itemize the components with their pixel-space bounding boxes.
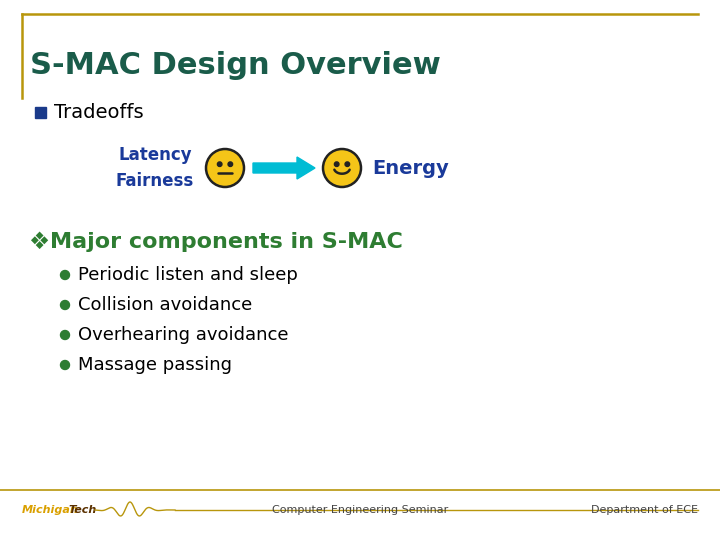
Circle shape	[60, 300, 70, 309]
Circle shape	[60, 271, 70, 280]
Text: ❖: ❖	[28, 230, 49, 254]
Bar	[35, 106, 46, 118]
Text: Tech: Tech	[68, 505, 96, 515]
Polygon shape	[253, 157, 315, 179]
Circle shape	[345, 162, 350, 166]
Text: Massage passing: Massage passing	[78, 356, 232, 374]
Text: Collision avoidance: Collision avoidance	[78, 296, 252, 314]
Text: Department of ECE: Department of ECE	[591, 505, 698, 515]
Circle shape	[60, 361, 70, 369]
Circle shape	[217, 162, 222, 166]
Text: Major components in S-MAC: Major components in S-MAC	[50, 232, 403, 252]
Text: Latency
Fairness: Latency Fairness	[116, 146, 194, 190]
Circle shape	[60, 330, 70, 340]
Text: S-MAC Design Overview: S-MAC Design Overview	[30, 51, 441, 79]
Circle shape	[323, 149, 361, 187]
Text: Overhearing avoidance: Overhearing avoidance	[78, 326, 289, 344]
Text: Tradeoffs: Tradeoffs	[54, 103, 143, 122]
Circle shape	[206, 149, 244, 187]
Circle shape	[334, 162, 339, 166]
Text: Periodic listen and sleep: Periodic listen and sleep	[78, 266, 298, 284]
Text: Michigan: Michigan	[22, 505, 78, 515]
Text: Computer Engineering Seminar: Computer Engineering Seminar	[272, 505, 448, 515]
Circle shape	[228, 162, 233, 166]
Text: Energy: Energy	[372, 159, 449, 178]
